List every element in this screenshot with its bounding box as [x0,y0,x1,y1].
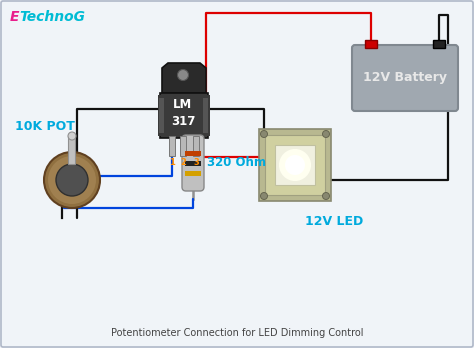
Bar [185,171,201,175]
Circle shape [261,130,267,137]
Circle shape [44,152,100,208]
Text: 2: 2 [180,158,186,167]
Bar [365,40,377,48]
Bar [259,129,331,201]
Circle shape [48,156,96,204]
Bar [433,40,445,48]
FancyBboxPatch shape [182,135,204,191]
Circle shape [322,192,329,199]
Polygon shape [162,63,206,93]
Circle shape [261,192,267,199]
Ellipse shape [285,155,305,175]
Text: 10K POT: 10K POT [15,119,75,133]
Circle shape [56,164,88,196]
FancyBboxPatch shape [352,45,458,111]
Bar [160,93,208,138]
Bar [180,136,186,156]
Bar [275,145,315,185]
Text: LM
317: LM 317 [171,98,195,128]
Circle shape [177,70,189,80]
Text: E: E [10,10,19,24]
Text: 1: 1 [169,158,175,167]
Text: 3: 3 [193,158,199,167]
Bar [158,95,166,136]
Bar [193,136,199,156]
Ellipse shape [62,171,72,179]
Text: 320 Ohm: 320 Ohm [207,157,266,169]
Circle shape [322,130,329,137]
Circle shape [68,132,76,140]
Bar [69,136,75,164]
Bar [203,98,208,133]
Ellipse shape [279,149,311,181]
Text: TechnoG: TechnoG [19,10,85,24]
Bar [185,160,201,166]
Bar [185,150,201,156]
Text: Potentiometer Connection for LED Dimming Control: Potentiometer Connection for LED Dimming… [111,328,363,338]
Bar [202,95,210,136]
Text: 12V LED: 12V LED [305,215,363,228]
Bar [265,135,325,195]
Text: 12V Battery: 12V Battery [363,71,447,85]
Bar [169,136,175,156]
Bar [159,98,164,133]
